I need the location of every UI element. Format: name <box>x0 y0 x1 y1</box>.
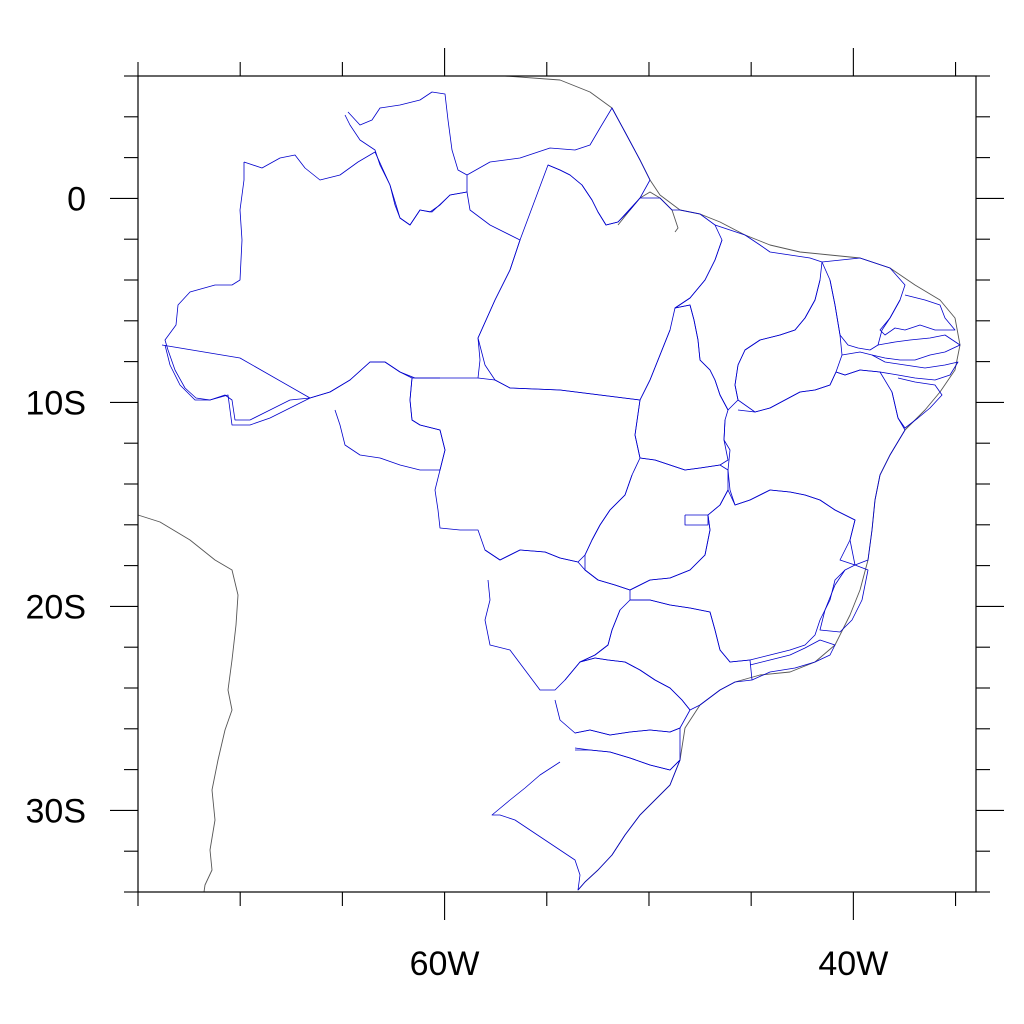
boundary-paraiba <box>871 334 961 361</box>
tick-labels: 60W 40W 0 10S 20S 30S <box>26 180 889 983</box>
boundary-acre-amazonas <box>161 344 311 399</box>
boundary-rio-grande-do-norte <box>879 294 956 336</box>
boundary-pernambuco <box>835 351 959 381</box>
boundary-mato-grosso-do-sul <box>484 549 631 691</box>
y-tick-label: 30S <box>26 792 87 830</box>
boundary-amapa <box>466 107 651 226</box>
boundary-parana <box>554 657 691 736</box>
pacific-coastline <box>137 514 239 893</box>
boundary-mato-grosso <box>409 377 641 563</box>
boundary-santa-catarina <box>574 727 681 771</box>
y-tick-label: 10S <box>26 384 87 422</box>
boundary-piaui <box>734 261 843 413</box>
boundary-espirito-santo <box>819 564 869 633</box>
y-tick-label: 20S <box>26 588 87 626</box>
y-tick-label: 0 <box>67 180 86 218</box>
state-boundaries-layer <box>161 91 961 891</box>
boundary-amazonas <box>164 151 521 421</box>
boundary-ceara <box>821 257 906 351</box>
x-tick-label: 60W <box>410 945 480 983</box>
boundary-bahia <box>723 369 906 566</box>
boundary-rio-de-janeiro <box>749 639 836 681</box>
boundary-para <box>477 164 723 401</box>
atlantic-coastline-north <box>504 75 961 891</box>
boundary-maranhao <box>674 224 823 411</box>
boundary-sao-paulo <box>579 599 753 711</box>
boundary-minas-gerais <box>629 489 856 663</box>
boundary-rio-grande-do-sul <box>491 749 681 891</box>
boundary-distrito-federal <box>684 514 709 526</box>
map-frame <box>137 75 977 893</box>
x-tick-label: 40W <box>818 945 888 983</box>
boundary-tocantins <box>634 304 729 471</box>
tick-marks <box>110 48 1004 920</box>
boundary-acre <box>164 344 311 426</box>
boundary-rondonia <box>309 361 446 471</box>
boundary-goias <box>584 457 729 591</box>
